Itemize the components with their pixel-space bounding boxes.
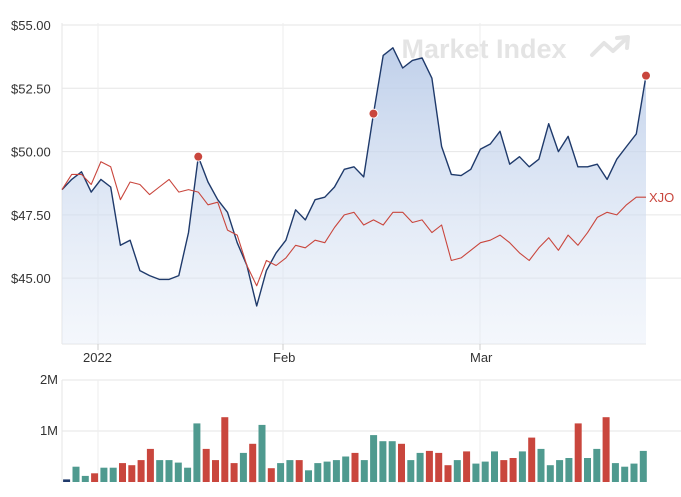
volume-bar	[472, 463, 480, 482]
volume-bar	[565, 458, 573, 482]
volume-bar	[556, 460, 564, 482]
volume-bar	[351, 452, 359, 482]
volume-bar	[146, 448, 154, 482]
price-x-tick: Feb	[273, 350, 295, 365]
volume-bar	[370, 435, 378, 482]
volume-bar	[193, 423, 201, 482]
volume-bar	[537, 448, 545, 482]
volume-bar	[584, 458, 591, 482]
volume-bar	[639, 450, 647, 482]
event-marker[interactable]	[368, 108, 379, 119]
price-x-tick: 2022	[83, 350, 112, 365]
volume-bar	[332, 460, 340, 482]
volume-bar	[416, 452, 424, 482]
volume-bar	[81, 475, 89, 482]
volume-bar	[323, 461, 331, 482]
volume-bar	[137, 460, 145, 482]
volume-bar	[174, 462, 182, 482]
volume-bar	[221, 417, 229, 482]
volume-bar	[500, 460, 508, 482]
price-y-axis: $55.00 $52.50 $50.00 $47.50 $45.00	[11, 18, 51, 286]
volume-bar	[398, 443, 405, 483]
volume-bars	[63, 417, 647, 483]
volume-bar	[277, 463, 285, 482]
volume-bar	[611, 463, 619, 482]
volume-bar	[119, 463, 126, 482]
volume-y-axis: 2M 1M	[40, 372, 58, 438]
event-marker[interactable]	[193, 151, 204, 162]
volume-bar	[481, 461, 489, 482]
volume-bar	[128, 465, 136, 482]
volume-bar	[342, 456, 350, 482]
price-markers	[193, 70, 651, 162]
price-y-tick: $50.00	[11, 145, 51, 160]
volume-bar	[574, 423, 582, 482]
legend-label-xjo: XJO	[649, 190, 674, 205]
volume-bar	[184, 467, 192, 482]
price-y-tick: $47.50	[11, 208, 51, 223]
volume-bar	[435, 452, 443, 482]
volume-bar	[528, 437, 536, 482]
volume-y-tick: 1M	[40, 423, 58, 438]
price-line	[61, 47, 647, 307]
price-x-tick: Mar	[470, 350, 493, 365]
volume-bar	[156, 460, 164, 482]
volume-bar	[463, 451, 471, 482]
volume-bar	[518, 451, 526, 482]
price-y-tick: $55.00	[11, 18, 51, 33]
volume-bar	[621, 466, 629, 482]
volume-bar	[295, 460, 303, 482]
volume-bar	[509, 458, 517, 482]
volume-bar	[100, 467, 108, 482]
volume-bar	[388, 441, 396, 482]
price-y-tick: $52.50	[11, 81, 51, 96]
volume-bar	[230, 463, 238, 482]
volume-bar	[91, 473, 99, 482]
volume-bar	[453, 460, 461, 482]
price-x-axis: 2022 Feb Mar	[83, 344, 493, 365]
volume-bar	[379, 441, 387, 482]
volume-bar	[630, 463, 638, 482]
volume-bar	[258, 424, 266, 482]
trend-arrow-icon	[590, 35, 630, 57]
volume-bar	[305, 470, 312, 482]
volume-bar	[425, 450, 433, 482]
price-y-tick: $45.00	[11, 271, 51, 286]
volume-bar	[546, 465, 554, 482]
price-area	[62, 47, 646, 345]
volume-bar	[360, 460, 368, 482]
volume-bar	[72, 466, 80, 482]
price-lines	[61, 47, 647, 307]
event-marker[interactable]	[641, 70, 651, 81]
volume-bar	[109, 467, 117, 482]
volume-bar	[602, 417, 610, 482]
volume-y-tick: 2M	[40, 372, 58, 387]
volume-bar	[286, 460, 294, 482]
volume-bar	[239, 452, 247, 482]
volume-bar	[202, 448, 210, 482]
watermark-text: Market Index	[401, 34, 566, 64]
volume-bar	[314, 463, 322, 482]
volume-bar	[444, 465, 452, 482]
volume-bar	[212, 460, 219, 482]
volume-bar	[249, 443, 257, 483]
volume-bar	[267, 468, 275, 482]
volume-bar	[165, 460, 173, 482]
volume-bar	[63, 479, 71, 482]
volume-bar	[491, 451, 498, 482]
volume-bar	[593, 448, 601, 482]
index-line-xjo	[61, 161, 646, 287]
volume-bar	[407, 460, 415, 482]
price-area-fill	[62, 47, 646, 345]
